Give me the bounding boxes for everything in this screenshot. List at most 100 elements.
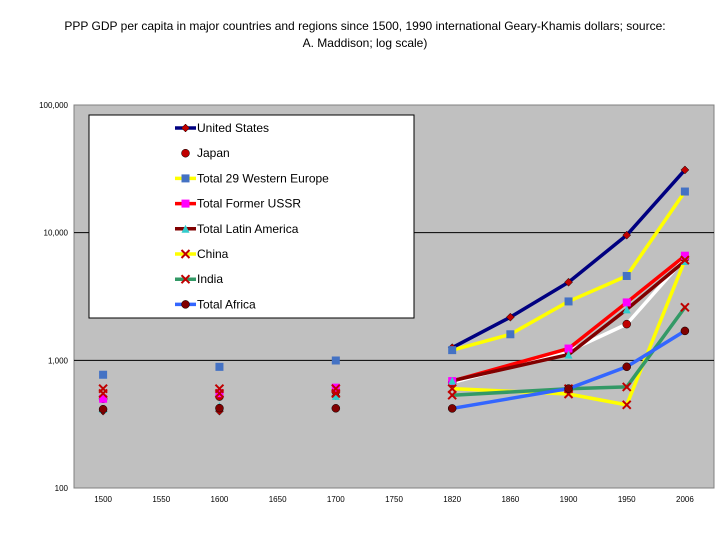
y-tick-label: 10,000 [44,229,69,238]
total-africa-line-segment [450,386,571,411]
total-africa-point [680,326,690,336]
legend-marker-japan [181,148,190,158]
total-africa-line-segment [624,329,687,369]
china-point [622,400,632,410]
x-marker-stroke [680,255,690,265]
total-latin-america-point [622,305,631,314]
total-former-ussr-point [622,298,631,307]
total-29-western-europe-point [622,271,631,280]
x-tick-label: 1860 [501,495,519,504]
legend-label-total-former-ussr: Total Former USSR [197,197,301,211]
total-29-western-europe-line-segment [624,189,687,278]
x-tick-label: 1820 [443,495,461,504]
x-axis: 1500 1550 1600 1650 1700 1750 1820 1860 1900 1950… [94,495,694,504]
x-tick-label: 1900 [560,495,578,504]
total-29-western-europe-line-segment [508,299,571,337]
total-latin-america-point [331,391,340,400]
united-states-line-segment [508,280,571,319]
legend-marker-india [180,274,191,284]
total-latin-america-line-segment [450,352,571,383]
total-29-western-europe-point [506,330,515,339]
total-latin-america-line-segment [566,307,629,357]
china-point [680,255,690,265]
x-marker-stroke [680,302,690,313]
x-tick-label: 1750 [385,495,403,504]
total-africa-line-segment [566,365,629,391]
total-africa-point [447,404,457,413]
total-former-ussr-point [564,344,573,353]
china-line-segment [566,392,629,407]
legend-label-total-29-western-europe: Total 29 Western Europe [197,171,329,185]
total-africa-point [622,362,631,372]
total-latin-america-point [448,376,457,385]
united-states-line-segment [624,168,687,237]
total-africa-point [215,403,224,413]
india-line-segment [450,386,571,397]
legend-label-total-africa: Total Africa [197,297,256,311]
legend-label-japan: Japan [197,146,230,160]
legend-marker-total-former-ussr [181,199,190,208]
total-latin-america-point [564,350,573,359]
total-29-western-europe-point [680,187,689,196]
y-tick-label: 100 [55,484,69,493]
x-tick-label: 1650 [269,495,287,504]
total-latin-america-line-segment [624,259,687,312]
india-point [214,388,225,399]
legend-marker-china [180,249,191,259]
united-states-point [506,312,515,322]
total-former-ussr-point [99,394,108,403]
legend-label-china: China [197,247,229,261]
series-lines [450,168,687,411]
x-tick-label: 1700 [327,495,345,504]
legend-label-india: India [197,272,223,286]
india-point [98,388,108,399]
x-tick-label: 1950 [618,495,636,504]
india-line-segment [566,385,629,391]
total-29-western-europe-line-segment [566,274,629,304]
x-tick-label: 2006 [676,495,694,504]
india-point [680,302,690,313]
united-states-line-segment [566,233,629,284]
y-axis: 100 1,000 10,000 100,000 [39,101,68,493]
y-tick-label: 1,000 [48,356,69,365]
x-marker-stroke [180,249,191,259]
x-marker-stroke [622,382,632,392]
legend-box [88,114,415,319]
x-marker-stroke [331,388,341,399]
total-29-western-europe-line-segment [450,332,513,352]
china-line-segment [624,258,687,407]
x-marker-stroke [98,388,108,399]
legend-marker-united-states [181,123,190,133]
total-former-ussr-line-segment [566,300,629,351]
legend-label-total-latin-america: Total Latin America [197,222,299,236]
chart-title: PPP GDP per capita in major countries an… [64,19,666,50]
total-29-western-europe-point [448,346,457,355]
series-markers [98,165,690,416]
x-marker-stroke [214,388,225,399]
united-states-point [564,277,573,287]
legend-marker-total-africa [181,300,190,309]
total-29-western-europe-point [215,362,224,371]
total-former-ussr-point [680,251,689,260]
x-tick-label: 1500 [94,495,112,504]
x-marker-stroke [180,274,191,284]
japan-point [622,319,631,329]
total-africa-point [564,384,573,393]
united-states-point [622,230,632,240]
legend-marker-total-latin-america [181,224,190,233]
legend-marker-total-29-western-europe [181,174,190,183]
x-tick-label: 1600 [211,495,229,504]
x-marker-stroke [447,390,457,400]
total-africa-point [331,404,341,413]
x-tick-label: 1550 [152,495,170,504]
total-africa-point [98,404,108,414]
x-marker-stroke [622,400,632,410]
total-29-western-europe-point [331,356,340,365]
total-29-western-europe-point [99,370,108,379]
india-point [331,388,341,399]
legend-label-united-states: United States [197,121,269,135]
total-29-western-europe-point [564,297,573,306]
y-tick-label: 100,000 [39,101,68,110]
total-former-ussr-line-segment [624,253,687,305]
